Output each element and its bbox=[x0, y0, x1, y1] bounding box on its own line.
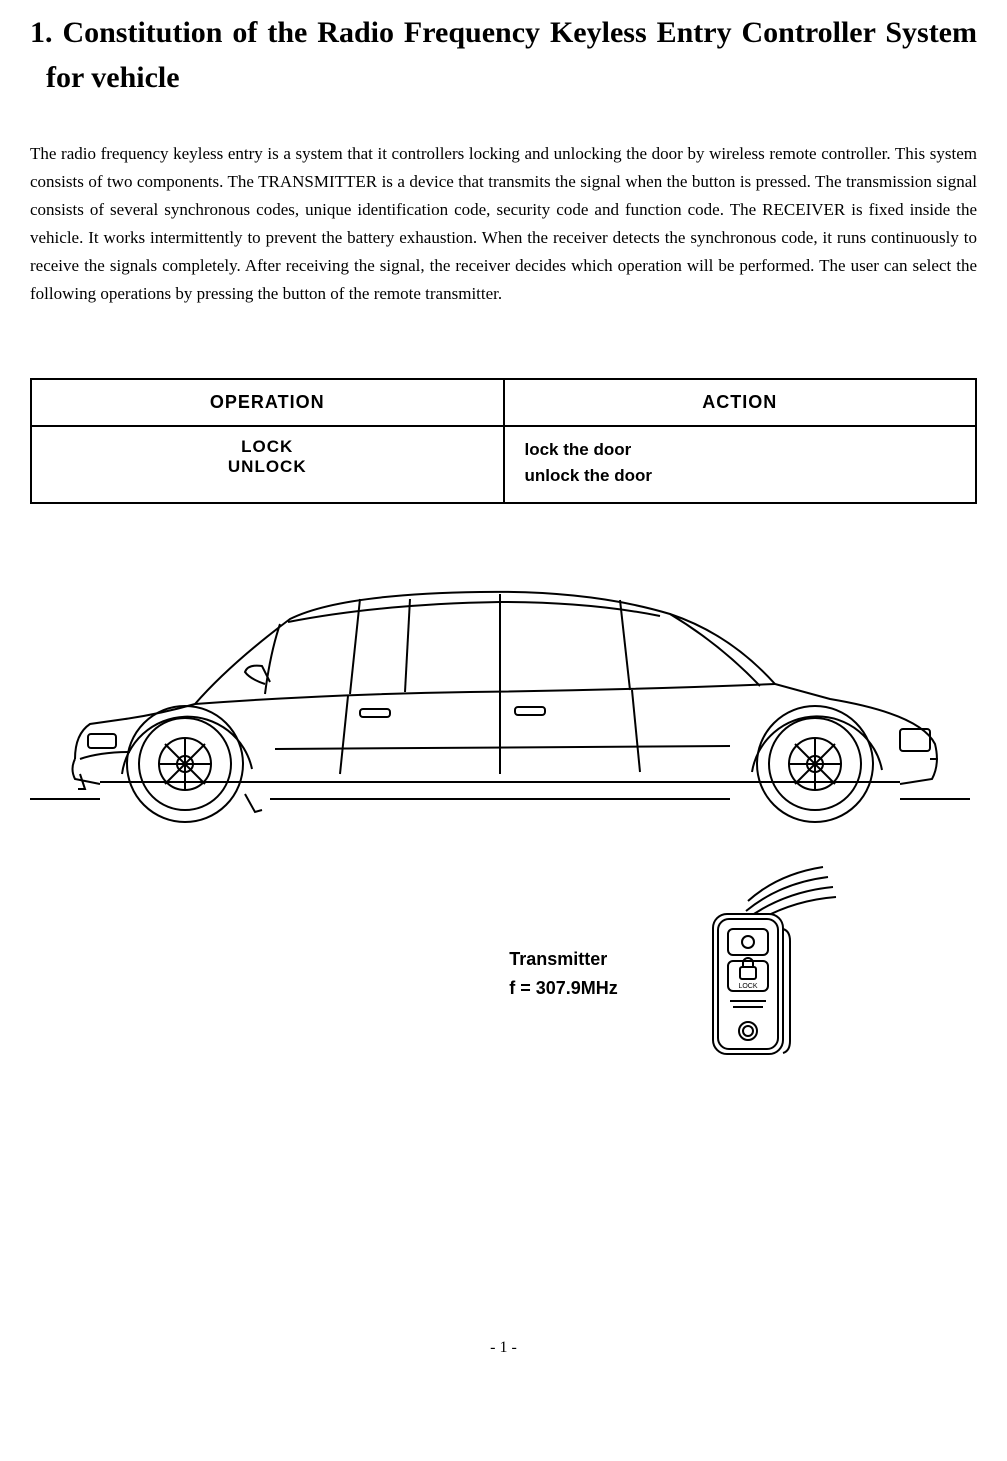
transmitter-label-name: Transmitter bbox=[509, 945, 618, 974]
table-header-action: ACTION bbox=[504, 379, 977, 426]
transmitter-label: Transmitter f = 307.9MHz bbox=[509, 945, 618, 1003]
action-lock-door: lock the door bbox=[525, 437, 956, 463]
operation-unlock: UNLOCK bbox=[228, 457, 307, 476]
transmitter-svg: LOCK bbox=[658, 859, 838, 1089]
svg-text:LOCK: LOCK bbox=[738, 983, 757, 990]
page-number: - 1 - bbox=[30, 1339, 977, 1357]
table-header-operation: OPERATION bbox=[31, 379, 504, 426]
action-unlock-door: unlock the door bbox=[525, 463, 956, 489]
transmitter-label-freq: f = 307.9MHz bbox=[509, 974, 618, 1003]
table-cell-action: lock the door unlock the door bbox=[504, 426, 977, 503]
section-heading: 1. Constitution of the Radio Frequency K… bbox=[30, 10, 977, 100]
operation-lock: LOCK bbox=[241, 437, 293, 456]
car-svg bbox=[30, 564, 970, 824]
body-paragraph: The radio frequency keyless entry is a s… bbox=[30, 140, 977, 308]
table-cell-operation: LOCK UNLOCK bbox=[31, 426, 504, 503]
transmitter-figure: Transmitter f = 307.9MHz LOCK bbox=[370, 859, 977, 1089]
car-diagram bbox=[30, 564, 977, 829]
operation-action-table: OPERATION ACTION LOCK UNLOCK lock the do… bbox=[30, 378, 977, 504]
table-row: LOCK UNLOCK lock the door unlock the doo… bbox=[31, 426, 976, 503]
